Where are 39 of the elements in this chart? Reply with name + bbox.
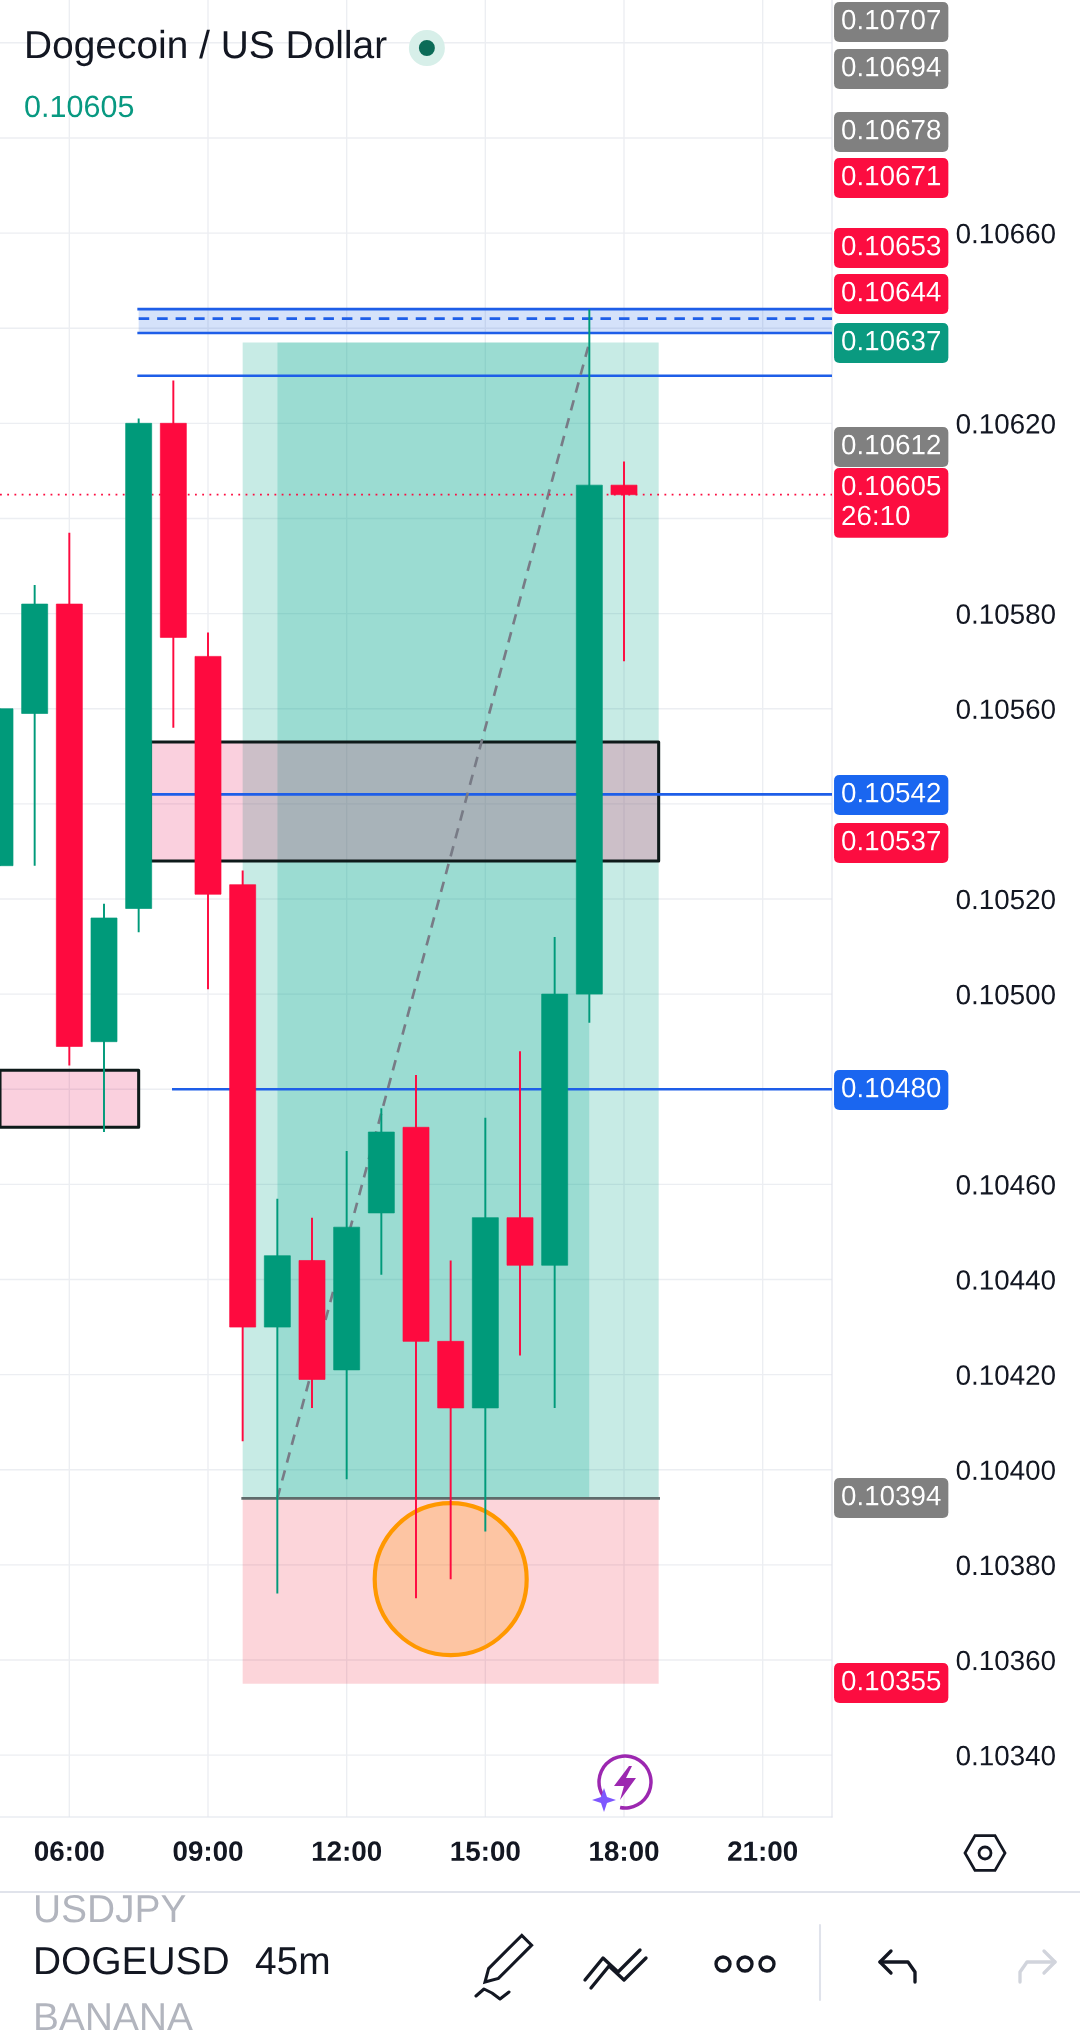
x-tick-label: 18:00 <box>590 1841 659 1862</box>
y-tick-label: 0.10440 <box>956 1270 1055 1290</box>
x-tick-label: 09:00 <box>173 1841 243 1862</box>
text: 0.10644 <box>842 281 941 302</box>
text: 0.10612 <box>842 434 941 455</box>
text: 0.10394 <box>842 1485 941 1506</box>
x-tick-label: 12:00 <box>312 1841 382 1862</box>
text: DOGEUSD <box>36 1946 228 1975</box>
text: 0.10678 <box>842 119 941 140</box>
y-tick-label: 0.10620 <box>956 414 1055 434</box>
y-tick-label: 0.10500 <box>956 984 1055 1005</box>
text: 0.10605 <box>25 95 134 118</box>
y-tick-label: 0.10520 <box>956 889 1055 910</box>
text: 0.10537 <box>842 830 941 851</box>
y-tick-label: 0.10460 <box>956 1175 1055 1195</box>
text: 0.10480 <box>842 1077 941 1098</box>
y-tick-label: 0.10380 <box>956 1555 1055 1576</box>
text: 0.10542 <box>842 782 941 803</box>
y-tick-label: 0.10420 <box>956 1365 1055 1385</box>
text: 0.10707 <box>842 9 941 30</box>
y-tick-label: 0.10360 <box>956 1650 1055 1671</box>
text: 0.10653 <box>842 235 941 256</box>
x-tick-label: 06:00 <box>34 1841 104 1862</box>
y-tick-label: 0.10400 <box>956 1460 1055 1481</box>
text: 0.10637 <box>842 330 941 351</box>
y-tick-label: 0.10560 <box>956 699 1055 720</box>
y-tick-label: 0.10660 <box>956 223 1055 244</box>
text: Dogecoin / US Dollar <box>27 29 387 67</box>
text: USDJPY <box>36 1894 186 1923</box>
text: BANANA <box>36 2003 193 2031</box>
text: 0.10671 <box>842 165 941 186</box>
y-tick-label: 0.10340 <box>956 1745 1055 1766</box>
text: 0.10355 <box>842 1670 941 1691</box>
text: 0.10694 <box>842 56 941 77</box>
y-tick-label: 0.10580 <box>956 604 1055 624</box>
ref-line-label: 0.10605 26:10 <box>842 475 941 526</box>
x-tick-label: 21:00 <box>728 1841 798 1862</box>
text: 45m <box>255 1947 329 1975</box>
x-tick-label: 15:00 <box>451 1841 520 1862</box>
